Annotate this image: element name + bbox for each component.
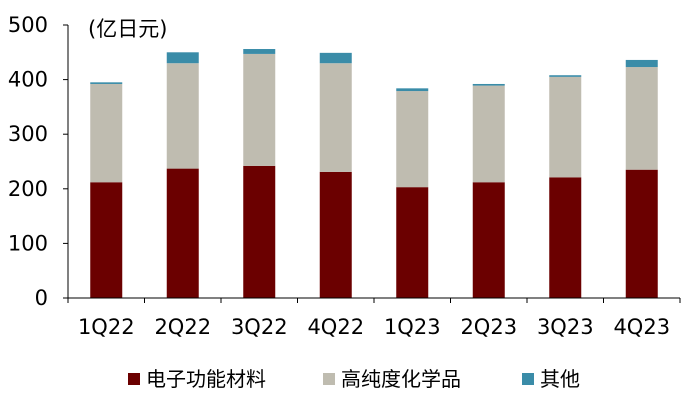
- bar-2Q23-series-1: [472, 85, 505, 183]
- x-tick-label: 2Q22: [154, 315, 211, 339]
- x-tick-label: 4Q22: [307, 315, 364, 339]
- bar-2Q22-series-0: [166, 168, 199, 298]
- x-axis: 1Q22 2Q22 3Q22 4Q22 1Q23 2Q23 3Q23 4Q23: [67, 297, 681, 339]
- bar-4Q22-series-2: [319, 52, 352, 64]
- y-tick-label: 200: [8, 177, 48, 201]
- y-tick-label: 300: [8, 122, 48, 146]
- legend: 电子功能材料 高纯度化学品 其他: [128, 367, 580, 391]
- bar-1Q23-series-0: [396, 187, 429, 298]
- legend-label-1: 高纯度化学品: [341, 367, 461, 391]
- x-tick-label: 1Q22: [78, 315, 135, 339]
- bar-2Q23-series-2: [472, 83, 505, 86]
- bar-4Q23-series-0: [625, 169, 658, 298]
- bar-2Q22-series-2: [166, 52, 199, 64]
- y-tick-label: 400: [8, 68, 48, 92]
- bar-3Q23-series-0: [549, 177, 582, 298]
- x-tick-label: 2Q23: [460, 315, 517, 339]
- legend-swatch-2: [522, 373, 534, 385]
- legend-swatch-1: [323, 373, 335, 385]
- bar-4Q22-series-0: [319, 171, 352, 298]
- y-tick-label: 100: [8, 231, 48, 255]
- y-tick-label: 0: [35, 286, 48, 310]
- bar-1Q23-series-2: [396, 88, 429, 92]
- bar-1Q22-series-1: [90, 83, 123, 183]
- x-tick-label: 3Q22: [231, 315, 288, 339]
- bar-1Q22-series-2: [90, 82, 123, 84]
- x-tick-label: 3Q23: [537, 315, 594, 339]
- legend-swatch-0: [128, 373, 140, 385]
- bar-4Q23-series-1: [625, 67, 658, 170]
- bar-1Q22-series-0: [90, 182, 123, 298]
- unit-label: (亿日元): [88, 17, 167, 41]
- bar-3Q22-series-2: [243, 49, 276, 54]
- bar-3Q23-series-2: [549, 75, 582, 77]
- bar-3Q22-series-0: [243, 165, 276, 298]
- legend-label-0: 电子功能材料: [146, 367, 266, 391]
- bar-3Q22-series-1: [243, 53, 276, 166]
- x-tick-label: 1Q23: [384, 315, 441, 339]
- bar-1Q23-series-1: [396, 91, 429, 188]
- y-tick-label: 500: [8, 13, 48, 37]
- bar-2Q23-series-0: [472, 182, 505, 298]
- bar-4Q23-series-2: [625, 59, 658, 68]
- bar-3Q23-series-1: [549, 76, 582, 178]
- plot-area: [90, 49, 658, 298]
- bar-2Q22-series-1: [166, 63, 199, 169]
- y-axis: 0 100 200 300 400 500: [8, 13, 69, 310]
- bar-4Q22-series-1: [319, 63, 352, 172]
- legend-label-2: 其他: [540, 367, 580, 391]
- x-tick-label: 4Q23: [613, 315, 670, 339]
